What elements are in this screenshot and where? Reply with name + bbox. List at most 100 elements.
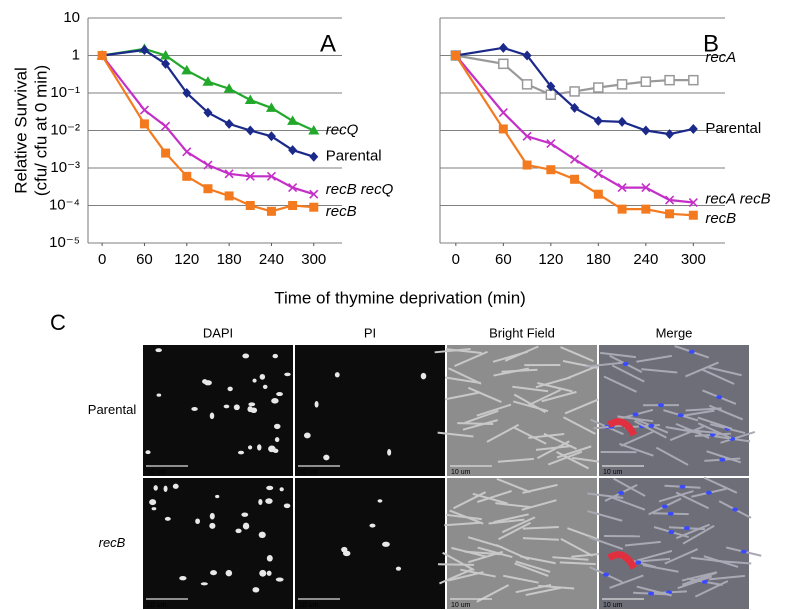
marker: [224, 169, 234, 179]
cell: [664, 548, 699, 565]
series-line: [101, 54, 315, 196]
cell: [472, 492, 508, 505]
marker: [688, 74, 699, 86]
y-axis-label: (cfu/ cfu at 0 min): [31, 65, 50, 196]
cell: [536, 440, 570, 459]
cell: [515, 560, 551, 573]
image-background: [599, 345, 749, 476]
stain: [632, 412, 639, 417]
cell: [706, 366, 742, 377]
cell: [486, 423, 520, 443]
stain: [420, 372, 427, 380]
cell: [586, 361, 623, 368]
cell: [559, 561, 596, 566]
marker: [570, 154, 580, 164]
cell: [684, 428, 721, 435]
marker: [522, 131, 532, 141]
cell: [453, 491, 487, 510]
stain: [248, 402, 256, 407]
series-line: [101, 48, 315, 158]
stain: [683, 526, 690, 531]
stain: [237, 450, 245, 455]
stain: [209, 412, 215, 420]
stain: [163, 485, 168, 492]
cell: [587, 492, 624, 499]
stain: [258, 499, 263, 505]
x-tick-label: 300: [301, 251, 326, 268]
marker: [545, 89, 557, 100]
series-line: [101, 47, 315, 132]
stain: [284, 372, 291, 377]
marker: [570, 102, 580, 113]
stain: [259, 373, 266, 380]
cell: [528, 433, 565, 439]
cell: [720, 430, 756, 444]
cell: [442, 551, 475, 571]
stain: [235, 528, 242, 534]
cell: [495, 502, 532, 509]
cell: [567, 527, 602, 542]
scale-bar-label: 10 um: [451, 602, 471, 609]
y-axis-label: Relative Survival: [11, 67, 30, 194]
cell: [497, 457, 534, 463]
x-tick-label: 180: [586, 251, 611, 268]
stain: [705, 490, 712, 495]
stain: [262, 384, 268, 389]
cell: [464, 409, 499, 424]
marker: [570, 174, 580, 184]
image-background: [599, 478, 749, 609]
cell: [495, 543, 530, 561]
stain: [716, 395, 723, 400]
stain: [266, 555, 273, 562]
cell: [501, 368, 538, 373]
stain: [274, 437, 280, 443]
marker: [521, 79, 533, 90]
cell: [613, 477, 646, 497]
stain: [153, 485, 158, 491]
micrograph: 10 um: [587, 476, 762, 609]
stain: [164, 516, 171, 521]
cell: [434, 348, 471, 354]
micrograph: 10 um: [437, 477, 608, 609]
marker: [266, 206, 276, 216]
stain: [607, 418, 638, 437]
cell: [467, 386, 502, 403]
cell: [641, 368, 678, 374]
stain: [377, 499, 383, 503]
x-tick-label: 120: [538, 251, 563, 268]
cell: [611, 364, 645, 383]
marker: [139, 119, 149, 129]
stain: [227, 386, 233, 392]
cell: [560, 346, 594, 363]
cell: [501, 516, 536, 534]
series-label: Parental: [326, 148, 382, 165]
image-background: [295, 345, 445, 476]
marker: [546, 138, 556, 149]
cell: [603, 375, 637, 393]
cell: [492, 350, 528, 363]
marker: [665, 209, 675, 219]
series-label: Parental: [705, 120, 761, 137]
cell: [512, 385, 549, 393]
series-line: [455, 54, 694, 96]
marker: [522, 50, 532, 61]
x-tick-label: 60: [495, 251, 512, 268]
marker: [498, 124, 508, 134]
marker: [640, 76, 652, 87]
scale-bar-label: 10 um: [451, 469, 471, 476]
stain: [191, 407, 198, 411]
marker: [161, 121, 171, 131]
y-tick-label: 10⁻³: [50, 159, 80, 176]
marker: [266, 131, 276, 142]
marker: [288, 201, 298, 210]
series-label: recB recQ: [326, 181, 394, 198]
stain: [250, 407, 258, 414]
stain: [209, 512, 215, 520]
marker: [182, 88, 192, 98]
marker: [203, 160, 213, 170]
panel-letter: A: [320, 30, 336, 57]
marker: [593, 82, 604, 93]
cell: [514, 562, 549, 577]
micrograph: 10 um: [143, 478, 293, 609]
marker: [593, 169, 603, 179]
